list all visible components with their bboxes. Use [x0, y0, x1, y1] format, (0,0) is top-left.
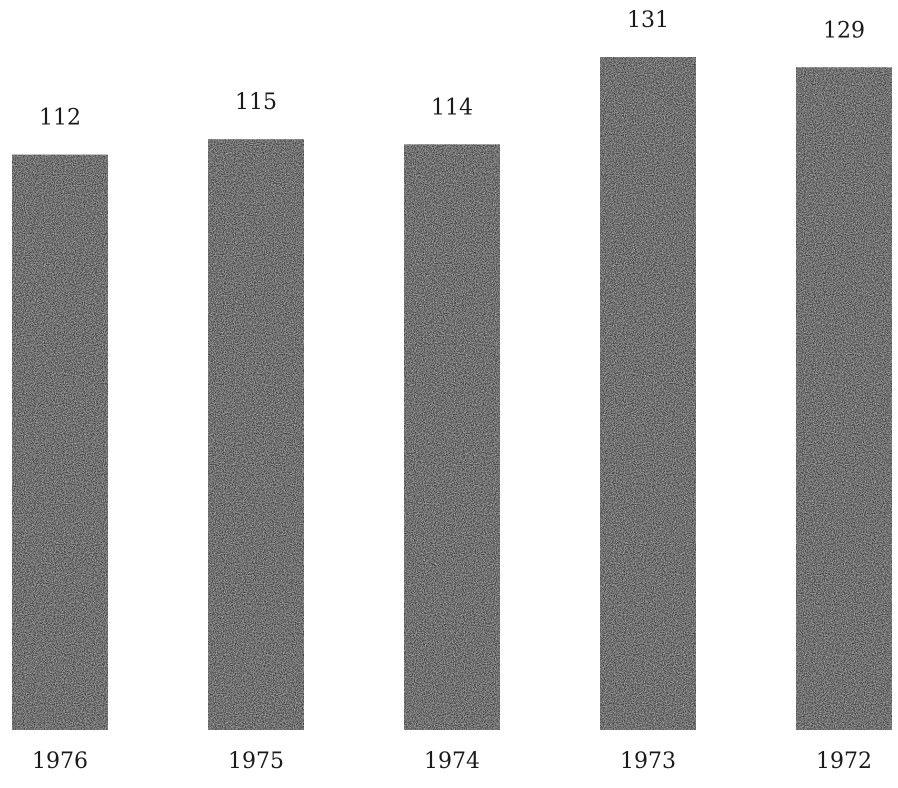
value-label-1974: 114	[431, 95, 473, 120]
bar-1972	[796, 67, 892, 731]
bar-1976	[12, 154, 108, 730]
category-label-1975: 1975	[228, 749, 284, 774]
value-label-1976: 112	[39, 106, 81, 131]
bar-1973	[600, 57, 696, 730]
category-labels-layer: 1976 1975 1974 1973 1972	[32, 749, 872, 774]
value-label-1975: 115	[235, 90, 277, 115]
category-label-1976: 1976	[32, 749, 88, 774]
category-label-1974: 1974	[424, 749, 480, 774]
bar-1975	[208, 139, 304, 730]
value-labels-layer: 112 115 114 131 129	[39, 8, 865, 131]
category-label-1973: 1973	[620, 749, 676, 774]
value-label-1972: 129	[823, 18, 865, 43]
bar-1974	[404, 144, 500, 730]
value-label-1973: 131	[627, 8, 669, 33]
category-label-1972: 1972	[816, 749, 872, 774]
bars-layer	[12, 57, 892, 731]
